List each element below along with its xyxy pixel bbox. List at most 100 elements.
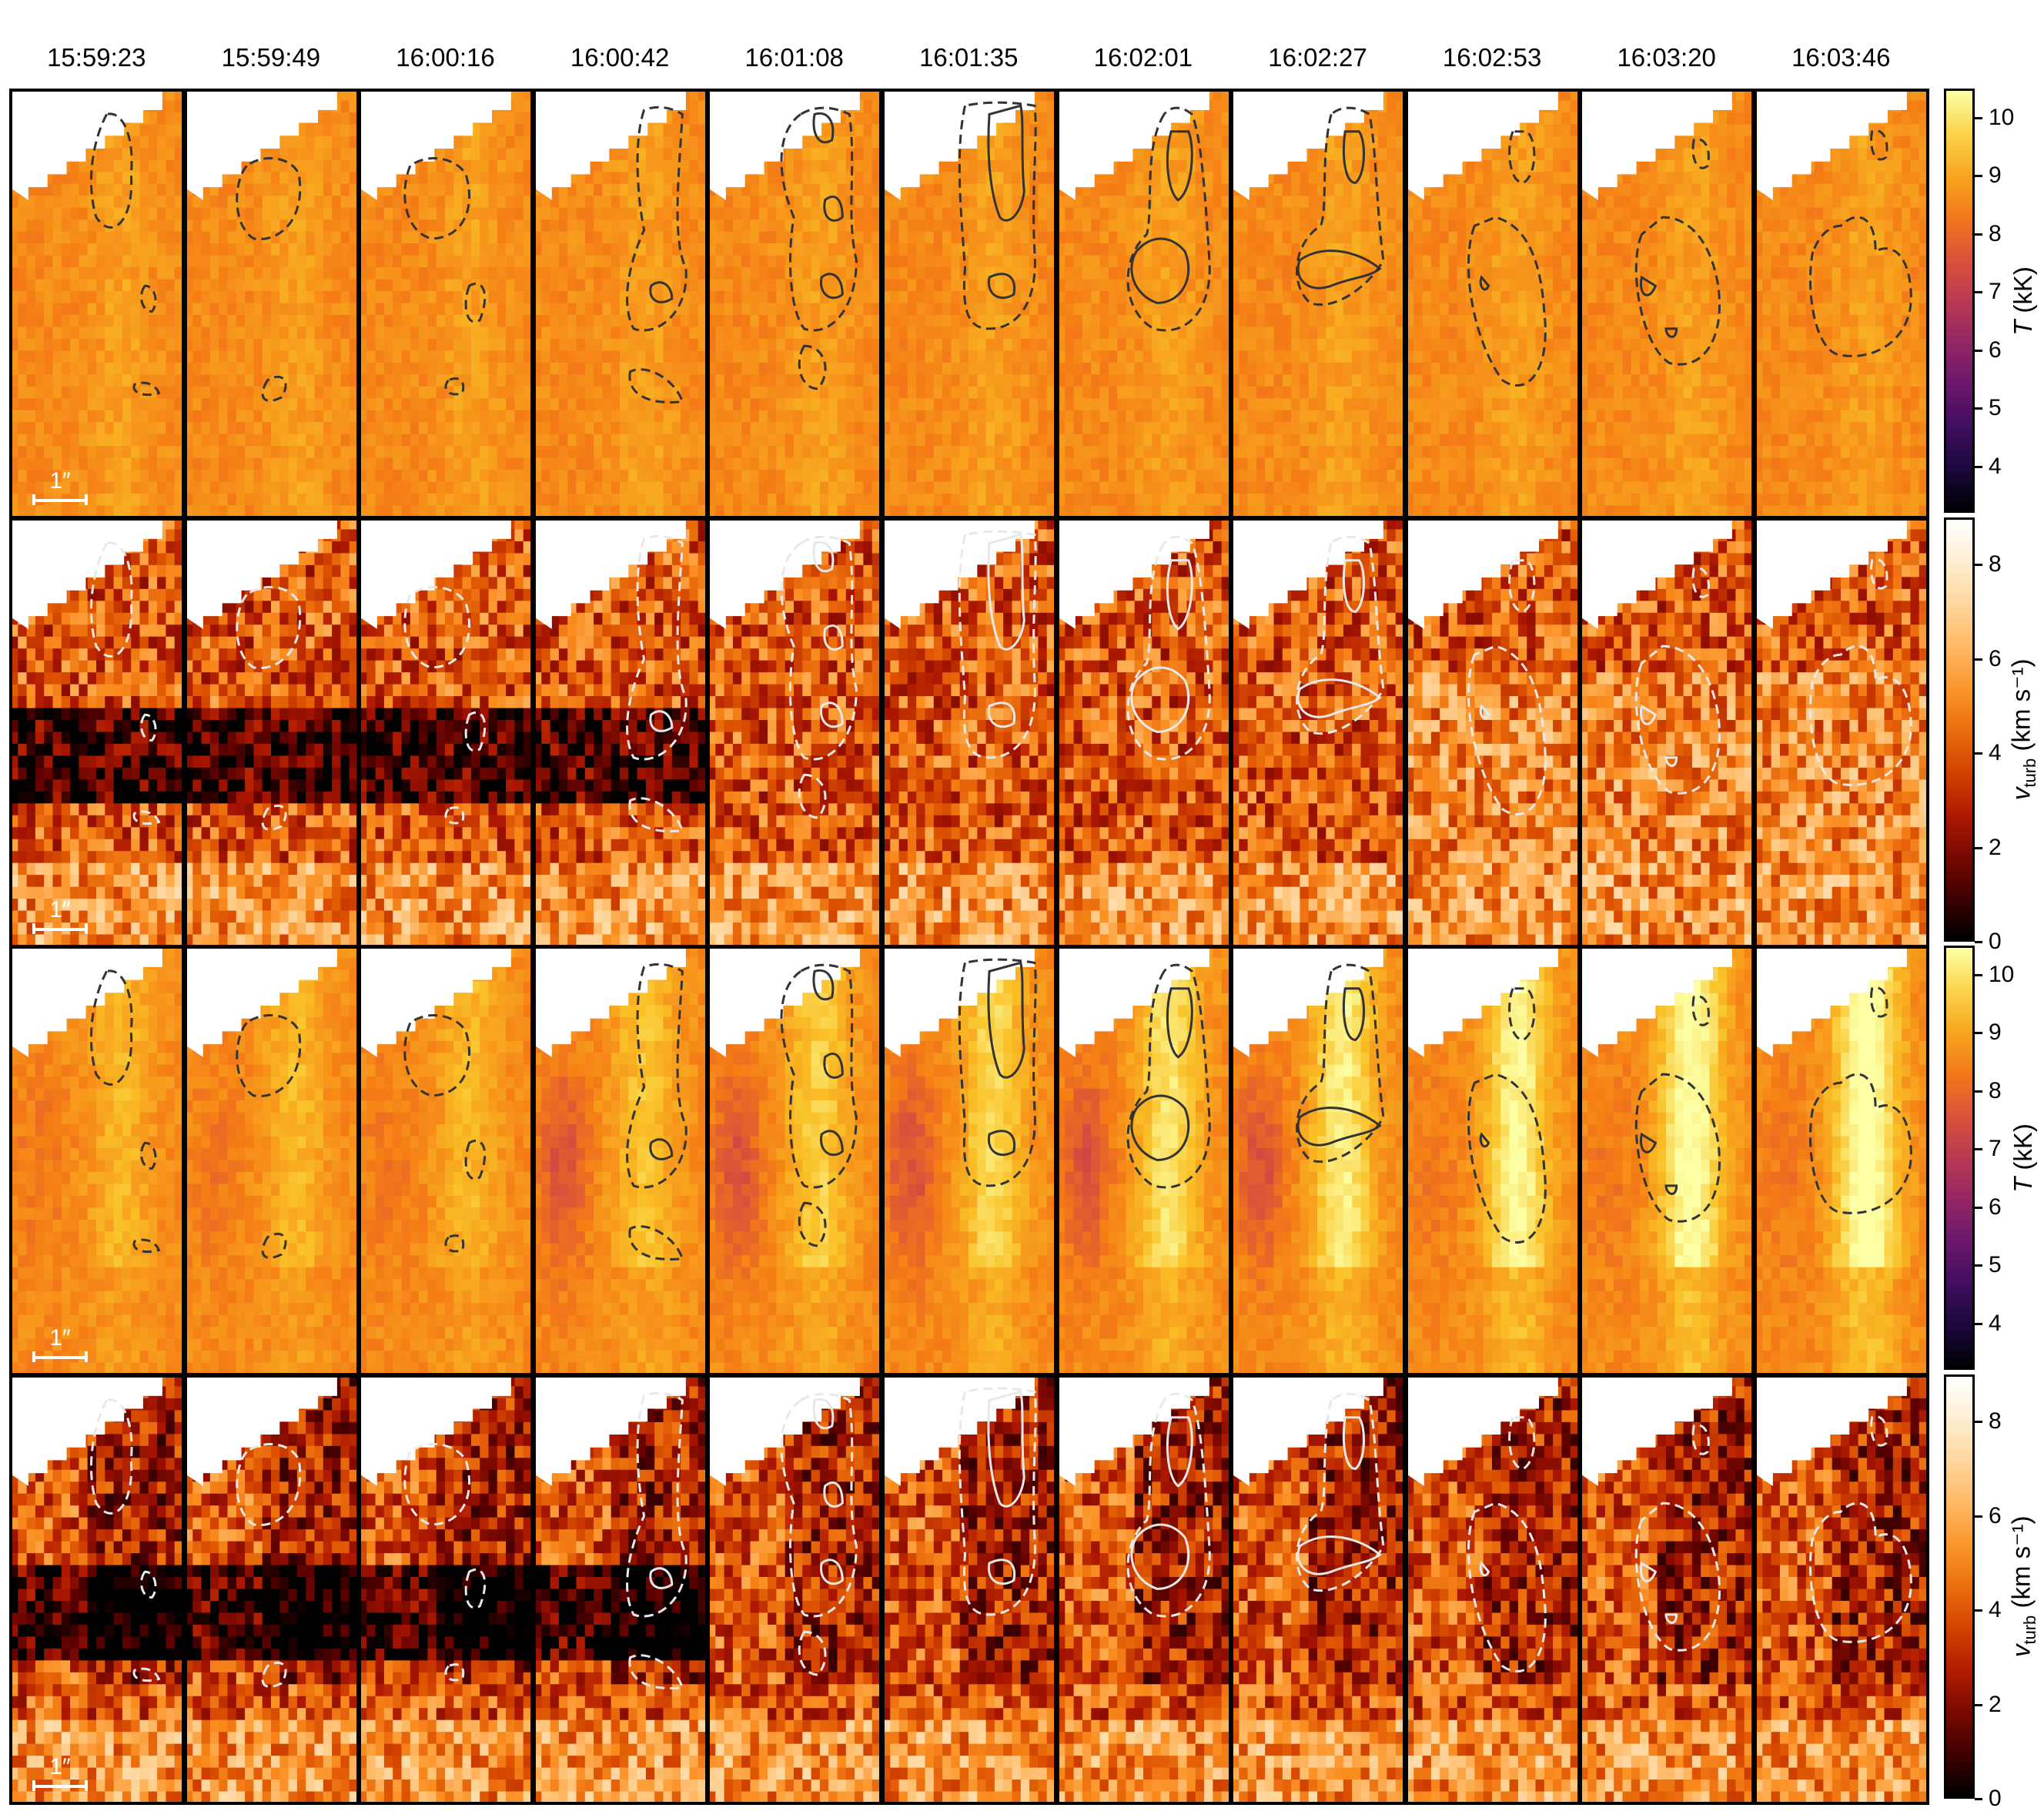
masked-region xyxy=(184,1374,337,1486)
contour-dashed xyxy=(1691,567,1710,598)
pixel-map xyxy=(1754,517,1928,946)
colorbar-tick-label: 6 xyxy=(1989,647,2002,671)
contour-dashed xyxy=(626,1391,687,1618)
temperature-map-panel xyxy=(1230,946,1404,1374)
contour-solid xyxy=(1166,130,1193,202)
contour-dashed xyxy=(140,713,157,742)
turbulence-map-panel xyxy=(533,517,707,946)
colorbar-label-unit: (km s⁻¹) xyxy=(2007,658,2036,758)
colorbar-tick xyxy=(1975,233,1982,236)
colorbar-tick xyxy=(1975,941,1982,943)
colorbar-tick xyxy=(1975,1322,1982,1325)
turbulence-map-panel xyxy=(1230,1374,1404,1803)
pixel-map xyxy=(533,517,707,946)
colorbar-label-unit: (km s⁻¹) xyxy=(2007,1515,2036,1615)
contour-solid xyxy=(1296,678,1382,718)
colorbar-tick xyxy=(1975,1515,1982,1518)
contour-dashed xyxy=(236,1443,302,1526)
contour-dashed xyxy=(89,969,133,1086)
pixel-map xyxy=(358,517,532,946)
contour-dashed xyxy=(798,1201,827,1247)
scale-bar-label: 1″ xyxy=(29,1754,91,1780)
turbulence-map-panel xyxy=(1754,517,1928,946)
colorbar-label-symbol: T xyxy=(2009,320,2037,335)
pixel-map xyxy=(533,1374,707,1803)
contour-dashed xyxy=(1508,130,1536,185)
contour-dashed xyxy=(261,1662,287,1688)
pixel-map xyxy=(1754,946,1928,1374)
colorbar-tick-label: 6 xyxy=(1989,1504,2002,1528)
pixel-map xyxy=(358,1374,532,1803)
pixel-map xyxy=(1056,89,1230,517)
colorbar-tick-label: 8 xyxy=(1989,553,2002,576)
masked-region xyxy=(9,946,162,1057)
contour-dashed xyxy=(1634,1502,1721,1652)
temperature-map-panel xyxy=(358,89,532,517)
pixel-map xyxy=(1230,1374,1404,1803)
turbulence-map-panel xyxy=(1230,517,1404,946)
contour-solid xyxy=(649,1567,674,1589)
temperature-map-panel xyxy=(1056,946,1230,1374)
masked-region xyxy=(358,89,511,200)
pixel-map xyxy=(9,1374,183,1803)
masked-region xyxy=(1056,517,1209,629)
contour-dashed xyxy=(1691,995,1710,1026)
colorbar-tick-label: 6 xyxy=(1989,1195,2002,1219)
colorbar-label-symbol: T xyxy=(2009,1177,2037,1192)
contour-dashed xyxy=(140,1570,157,1599)
masked-region xyxy=(533,1374,686,1486)
contour-dashed xyxy=(89,1398,133,1515)
masked-region xyxy=(184,517,337,629)
turbulence-map-panel xyxy=(881,517,1055,946)
turbulence-map-panel xyxy=(184,517,358,946)
colorbar-tick xyxy=(1975,1703,1982,1706)
contour-dashed xyxy=(1634,216,1721,366)
contour-solid xyxy=(987,533,1025,651)
contour-dashed xyxy=(780,1392,858,1618)
contour-solid xyxy=(812,541,835,573)
pixel-map xyxy=(707,946,881,1374)
contour-dashed xyxy=(464,1568,487,1609)
turbulence-map-panel xyxy=(184,1374,358,1803)
contour-dashed xyxy=(798,773,827,819)
contour-solid xyxy=(1296,1535,1382,1575)
masked-region xyxy=(184,89,337,200)
colorbar-label-symbol: v xyxy=(2007,1645,2036,1658)
pixel-map xyxy=(1056,1374,1230,1803)
colorbar-label-symbol: v xyxy=(2007,788,2036,801)
contour-solid xyxy=(1166,559,1193,631)
masked-region xyxy=(1579,946,1732,1057)
time-label: 16:01:35 xyxy=(881,43,1055,72)
contour-dashed xyxy=(798,344,827,390)
temperature-map-panel xyxy=(1754,946,1928,1374)
contour-dashed xyxy=(132,1238,161,1254)
contour-dashed xyxy=(1467,1502,1547,1672)
pixel-map xyxy=(707,1374,881,1803)
time-label: 16:03:20 xyxy=(1580,43,1754,72)
contour-solid xyxy=(1664,327,1678,338)
contour-solid xyxy=(1640,275,1658,296)
temperature-map-panel xyxy=(1579,946,1753,1374)
pixel-map xyxy=(881,517,1055,946)
turbulence-map-panel xyxy=(1405,1374,1579,1803)
contour-dashed xyxy=(1126,1392,1211,1618)
temperature-map-panel xyxy=(1754,89,1928,517)
time-label: 16:02:53 xyxy=(1405,43,1579,72)
temperature-map-panel xyxy=(533,946,707,1374)
contour-dashed xyxy=(798,1630,827,1676)
pixel-map xyxy=(1056,517,1230,946)
colorbar-tick-label: 9 xyxy=(1989,1021,2002,1044)
pixel-map xyxy=(9,946,183,1374)
masked-region xyxy=(9,89,162,200)
temperature-map-panel xyxy=(1056,89,1230,517)
colorbar-tick xyxy=(1975,1264,1982,1267)
contour-solid xyxy=(819,701,844,728)
colorbar-tick xyxy=(1975,116,1982,119)
contour-dashed xyxy=(628,1654,684,1689)
masked-region xyxy=(1405,946,1558,1057)
pixel-map xyxy=(184,1374,358,1803)
pixel-map xyxy=(707,89,881,517)
pixel-map xyxy=(184,946,358,1374)
temperature-map-panel xyxy=(533,89,707,517)
contour-dashed xyxy=(444,806,465,825)
